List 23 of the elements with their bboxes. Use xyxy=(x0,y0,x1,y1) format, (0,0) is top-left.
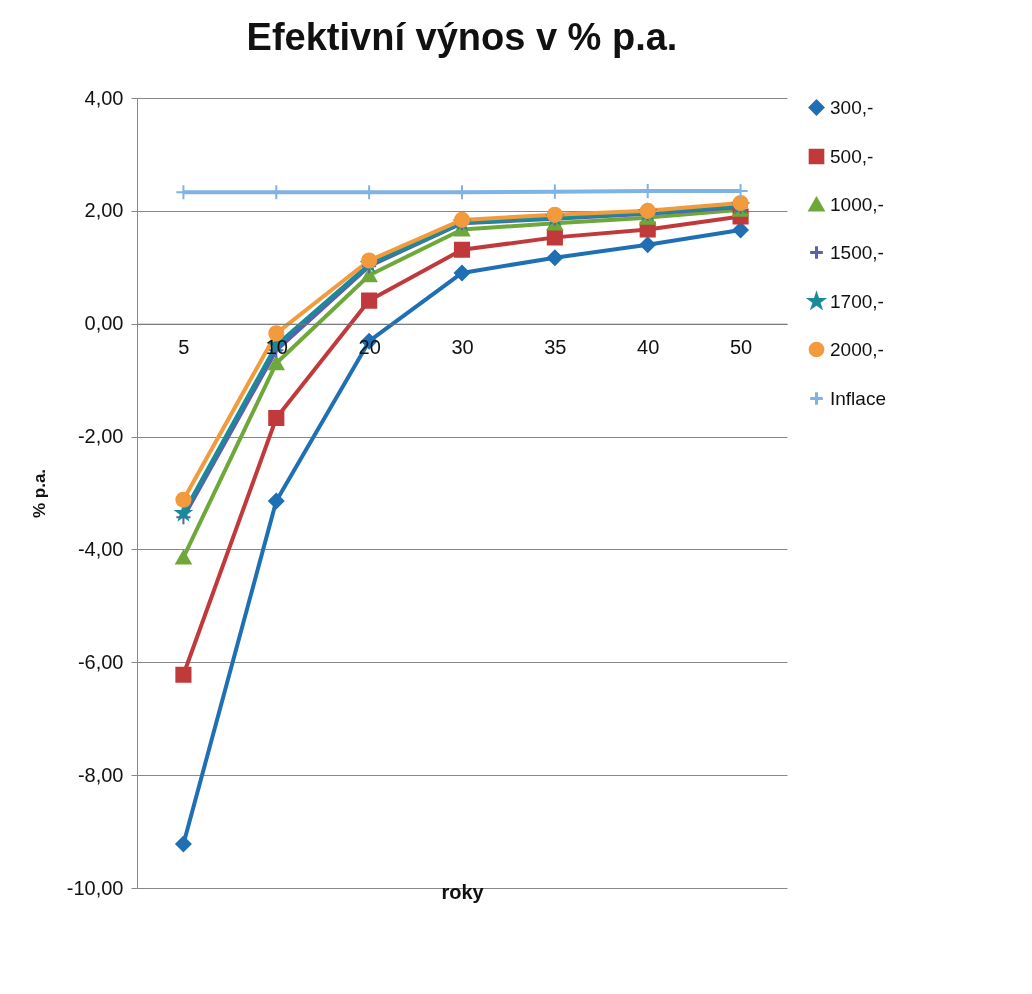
y-tick-label: 4,00 xyxy=(84,86,124,109)
y-tick-label: -8,00 xyxy=(77,763,124,786)
y-tick-label: 0,00 xyxy=(84,312,124,335)
x-tick-label: 5 xyxy=(178,336,190,359)
x-tick-label: 30 xyxy=(451,336,474,359)
x-tick-label: 35 xyxy=(544,336,567,359)
legend-label: 1000,- xyxy=(830,193,884,215)
y-tick-label: 2,00 xyxy=(84,199,124,222)
legend-label: 1700,- xyxy=(830,290,884,312)
legend-label: 2000,- xyxy=(830,338,884,360)
chart-title: Efektivní výnos v % p.a. xyxy=(246,16,678,58)
x-tick-label: 50 xyxy=(729,336,753,359)
y-tick-label: -2,00 xyxy=(77,425,124,448)
x-axis-title: roky xyxy=(441,880,485,903)
y-tick-label: -10,00 xyxy=(66,876,124,899)
legend-label: 300,- xyxy=(830,96,874,118)
y-tick-label: -6,00 xyxy=(77,650,124,673)
y-tick-label: -4,00 xyxy=(77,537,124,560)
x-tick-label: 40 xyxy=(637,336,660,359)
legend-label: 500,- xyxy=(830,145,874,167)
legend-label: Inflace xyxy=(830,387,886,409)
legend-label: 1500,- xyxy=(830,241,884,263)
y-axis-title: % p.a. xyxy=(29,468,49,519)
